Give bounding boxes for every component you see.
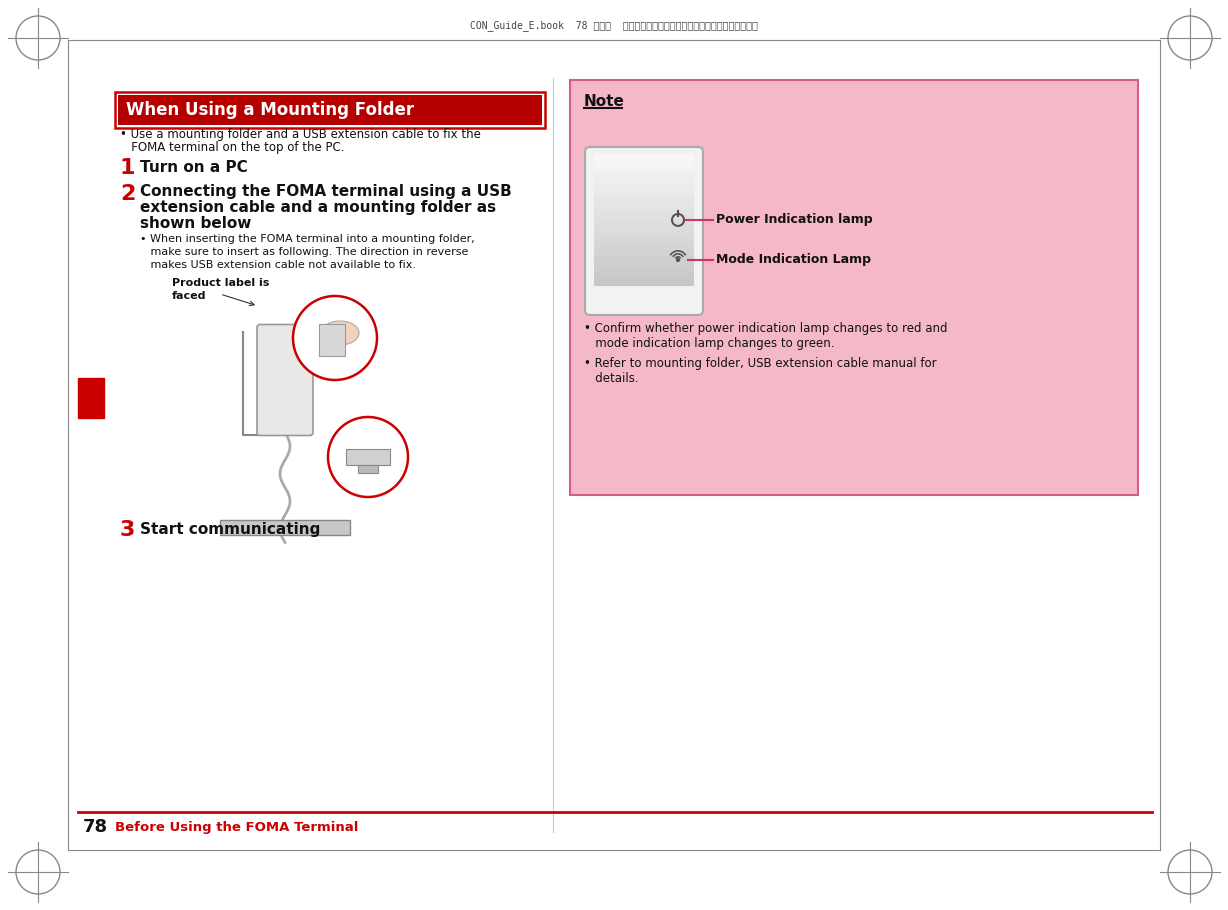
Bar <box>594 262 694 268</box>
Bar <box>594 250 694 256</box>
Bar <box>594 226 694 232</box>
Text: make sure to insert as following. The direction in reverse: make sure to insert as following. The di… <box>140 247 468 257</box>
Bar <box>594 214 694 220</box>
Bar <box>594 274 694 280</box>
Text: Mode Indication Lamp: Mode Indication Lamp <box>716 253 871 267</box>
Text: FOMA terminal on the top of the PC.: FOMA terminal on the top of the PC. <box>120 141 345 154</box>
Bar <box>346 449 391 465</box>
Text: Connecting the FOMA terminal using a USB: Connecting the FOMA terminal using a USB <box>140 184 512 199</box>
Bar <box>319 324 345 356</box>
Text: Note: Note <box>585 94 625 109</box>
Text: 1: 1 <box>120 158 135 178</box>
Text: Start communicating: Start communicating <box>140 522 321 537</box>
Text: CON_Guide_E.book  78 ページ  ２００８年１１月２６日　水曜日　午後６時４３分: CON_Guide_E.book 78 ページ ２００８年１１月２６日 水曜日 … <box>470 21 758 32</box>
Text: 3: 3 <box>120 520 135 540</box>
Text: mode indication lamp changes to green.: mode indication lamp changes to green. <box>585 337 835 350</box>
Text: 78: 78 <box>84 818 108 836</box>
Ellipse shape <box>321 321 359 345</box>
Bar <box>594 202 694 208</box>
Bar <box>594 244 694 250</box>
Text: 2: 2 <box>120 184 135 204</box>
Bar <box>570 80 1138 495</box>
Text: extension cable and a mounting folder as: extension cable and a mounting folder as <box>140 200 496 215</box>
Bar <box>594 178 694 184</box>
FancyBboxPatch shape <box>585 147 702 315</box>
Text: details.: details. <box>585 372 639 385</box>
Text: makes USB extension cable not available to fix.: makes USB extension cable not available … <box>140 260 416 270</box>
Text: • When inserting the FOMA terminal into a mounting folder,: • When inserting the FOMA terminal into … <box>140 234 475 244</box>
Text: • Refer to mounting folder, USB extension cable manual for: • Refer to mounting folder, USB extensio… <box>585 357 937 370</box>
Bar <box>594 166 694 172</box>
Text: Product label is: Product label is <box>172 278 269 288</box>
Bar <box>118 95 542 125</box>
Circle shape <box>293 296 377 380</box>
Bar <box>594 184 694 190</box>
Bar <box>594 154 694 160</box>
Text: • Confirm whether power indication lamp changes to red and: • Confirm whether power indication lamp … <box>585 322 948 335</box>
Text: Turn on a PC: Turn on a PC <box>140 160 248 175</box>
Text: Before Using the FOMA Terminal: Before Using the FOMA Terminal <box>115 821 359 834</box>
Bar <box>594 196 694 202</box>
Circle shape <box>328 417 408 497</box>
Text: shown below: shown below <box>140 216 252 231</box>
Bar <box>594 238 694 244</box>
Bar <box>79 378 104 418</box>
Bar <box>594 172 694 178</box>
Text: faced: faced <box>172 291 206 301</box>
Bar <box>594 268 694 274</box>
Bar <box>594 256 694 262</box>
Bar <box>115 92 545 128</box>
Bar <box>594 190 694 196</box>
Bar <box>594 232 694 238</box>
Text: • Use a mounting folder and a USB extension cable to fix the: • Use a mounting folder and a USB extens… <box>120 128 481 141</box>
Text: When Using a Mounting Folder: When Using a Mounting Folder <box>126 101 414 119</box>
Bar <box>594 220 694 226</box>
Text: Power Indication lamp: Power Indication lamp <box>716 214 873 227</box>
FancyBboxPatch shape <box>257 325 313 436</box>
Circle shape <box>677 258 679 261</box>
Bar <box>359 465 378 473</box>
Bar <box>220 520 350 535</box>
Bar <box>594 208 694 214</box>
Bar <box>594 280 694 286</box>
Bar <box>594 160 694 166</box>
